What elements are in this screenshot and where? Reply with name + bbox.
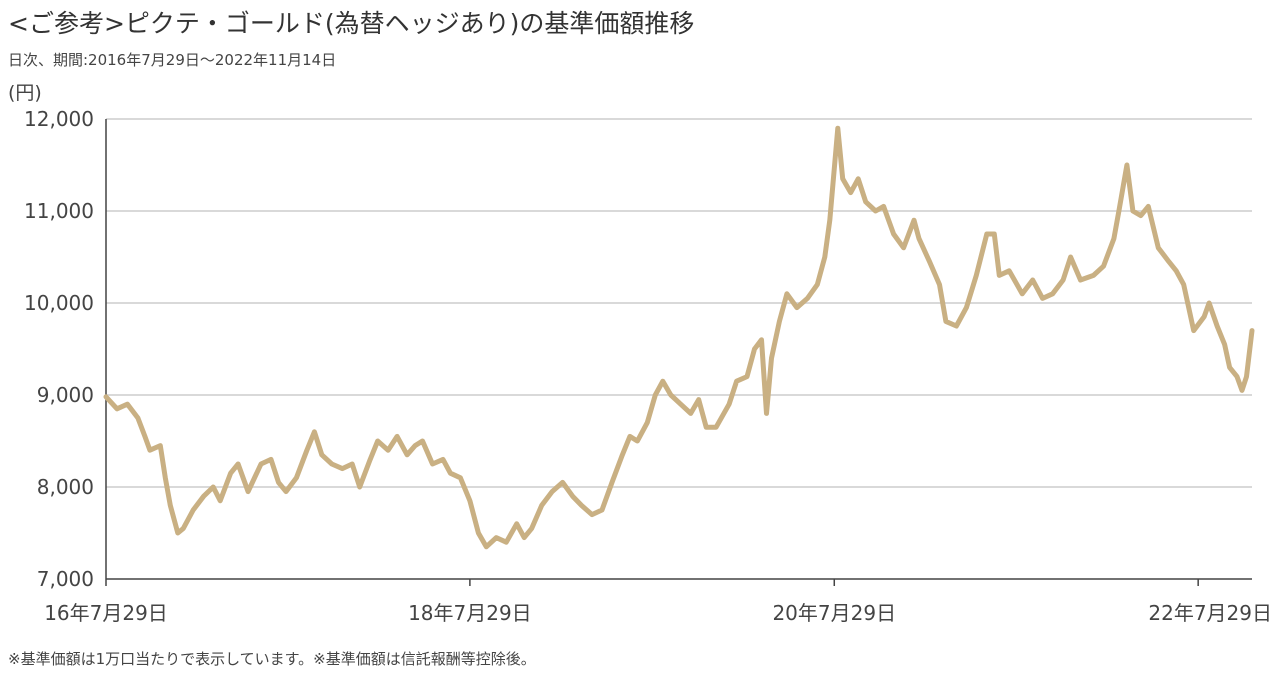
footnote: ※基準価額は1万口当たりで表示しています。※基準価額は信託報酬等控除後。 — [8, 650, 536, 668]
x-tick-labels: 16年7月29日 18年7月29日 20年7月29日 22年7月29日 — [44, 601, 1272, 625]
y-tick-label: 8,000 — [37, 475, 94, 499]
grid-lines — [106, 118, 1252, 488]
x-tick-label: 16年7月29日 — [44, 601, 168, 625]
y-tick-label: 11,000 — [24, 199, 94, 223]
series-line-0 — [103, 125, 1255, 550]
x-tick-label: 22年7月29日 — [1148, 601, 1272, 625]
axes — [105, 119, 1252, 586]
chart-title: <ご参考>ピクテ・ゴールド(為替ヘッジあり)の基準価額推移 — [8, 9, 695, 38]
x-tick-label: 18年7月29日 — [408, 601, 532, 625]
chart-subtitle: 日次、期間:2016年7月29日～2022年11月14日 — [8, 51, 337, 69]
y-axis-unit-label: (円) — [8, 82, 42, 104]
y-tick-label: 12,000 — [24, 107, 94, 131]
y-tick-label: 9,000 — [37, 383, 94, 407]
y-tick-label: 7,000 — [37, 567, 94, 591]
series-layer — [103, 125, 1255, 550]
y-tick-label: 10,000 — [24, 291, 94, 315]
x-tick-label: 20年7月29日 — [772, 601, 896, 625]
y-tick-labels: 7,000 8,000 9,000 10,000 11,000 12,000 — [24, 107, 94, 591]
